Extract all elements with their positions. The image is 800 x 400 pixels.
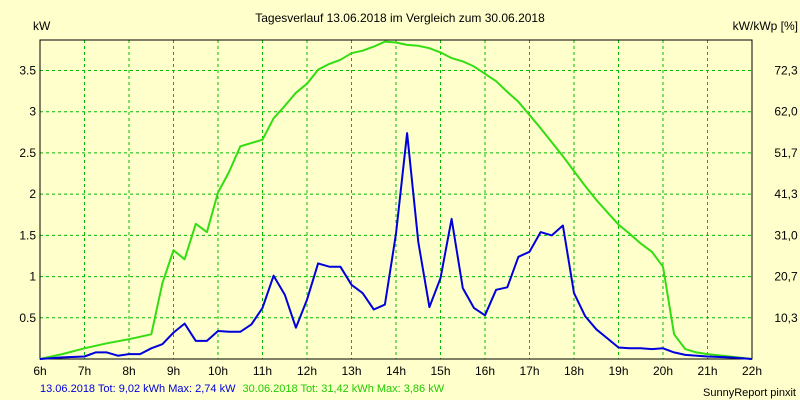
footer-blue-series-summary: 13.06.2018 Tot: 9,02 kWh Max: 2,74 kW bbox=[40, 383, 236, 395]
y-right-tick-label: 31,0 bbox=[774, 228, 798, 242]
y-left-tick-label: 3 bbox=[29, 105, 36, 119]
y-right-tick-label: 51,7 bbox=[774, 146, 798, 160]
y-left-tick-label: 0.5 bbox=[19, 311, 36, 325]
x-tick-label: 15h bbox=[430, 364, 450, 378]
x-tick-label: 21h bbox=[697, 364, 717, 378]
x-tick-label: 11h bbox=[253, 364, 272, 378]
series-lines bbox=[39, 40, 753, 360]
x-tick-label: 22h bbox=[742, 364, 762, 378]
series-line bbox=[39, 40, 753, 360]
y-left-axis-label: kW bbox=[33, 19, 51, 33]
y-right-tick-label: 41,3 bbox=[774, 187, 798, 201]
y-left-tick-label: 2.5 bbox=[19, 146, 36, 160]
svg-text:13.06.2018 Tot: 9,02 kWh Max:: 13.06.2018 Tot: 9,02 kWh Max: 2,74 kW 30… bbox=[40, 383, 445, 395]
series-line bbox=[39, 132, 753, 360]
x-tick-label: 20h bbox=[653, 364, 673, 378]
y-left-tick-label: 3.5 bbox=[19, 63, 36, 77]
tick-labels: 6h 7h 8h 9h 10h 11h 12h 13h 14h 15h 16h 17h 18h 19h 20… bbox=[19, 63, 798, 378]
x-tick-label: 8h bbox=[122, 364, 135, 378]
y-right-tick-label: 62,0 bbox=[774, 105, 798, 119]
x-tick-label: 10h bbox=[208, 364, 228, 378]
x-tick-label: 16h bbox=[475, 364, 495, 378]
grid-lines bbox=[40, 40, 752, 359]
x-tick-label: 12h bbox=[297, 364, 317, 378]
y-left-tick-label: 2 bbox=[29, 187, 36, 201]
y-left-tick-label: 1 bbox=[29, 270, 36, 284]
footer-green-series-summary: 30.06.2018 Tot: 31,42 kWh Max: 3,86 kW bbox=[243, 383, 445, 395]
y-right-axis-label: kW/kWp [%] bbox=[733, 19, 798, 33]
y-right-tick-label: 20,7 bbox=[774, 270, 798, 284]
y-right-tick-label: 72,3 bbox=[774, 63, 798, 77]
footer-credit: SunnyReport pinxit bbox=[703, 387, 796, 399]
chart-title: Tagesverlauf 13.06.2018 im Vergleich zum… bbox=[255, 11, 545, 25]
x-tick-label: 9h bbox=[167, 364, 180, 378]
x-tick-label: 6h bbox=[33, 364, 46, 378]
x-tick-label: 7h bbox=[78, 364, 91, 378]
x-tick-label: 17h bbox=[519, 364, 539, 378]
x-tick-label: 19h bbox=[608, 364, 628, 378]
y-right-tick-label: 10,3 bbox=[774, 311, 798, 325]
x-tick-label: 13h bbox=[341, 364, 361, 378]
x-tick-label: 14h bbox=[386, 364, 406, 378]
plot-area-border bbox=[39, 39, 753, 360]
x-tick-label: 18h bbox=[564, 364, 584, 378]
y-left-tick-label: 1.5 bbox=[19, 228, 36, 242]
